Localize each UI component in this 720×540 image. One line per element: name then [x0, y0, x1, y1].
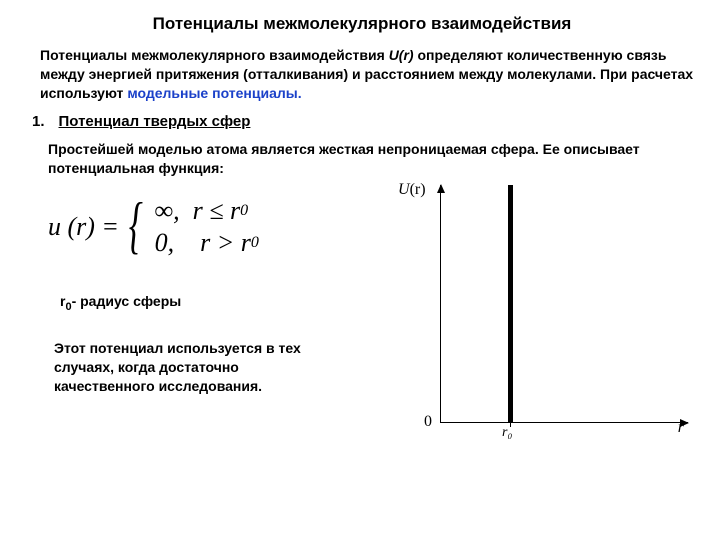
section-heading: 1. Потенциал твердых сфер — [32, 113, 700, 130]
origin-label: 0 — [424, 413, 432, 431]
intro-text-1: Потенциалы межмолекулярного взаимодейств… — [40, 47, 389, 63]
formula-lhs: u (r) = — [48, 212, 119, 242]
potential-wall — [508, 185, 513, 423]
brace-icon: { — [129, 198, 143, 252]
intro-link-text: модельные потенциалы. — [127, 85, 301, 101]
r0-label: r₀ — [502, 425, 512, 441]
usage-note: Этот потенциал используется в тех случая… — [54, 339, 314, 396]
y-axis — [440, 185, 441, 423]
x-axis — [440, 422, 688, 423]
formula-case-1: ∞, r ≤ r0 — [155, 195, 259, 227]
page-title: Потенциалы межмолекулярного взаимодейств… — [24, 14, 700, 34]
hard-sphere-chart: U(r) 0 r₀ r — [388, 185, 688, 445]
section-number: 1. — [32, 113, 45, 130]
formula: u (r) = { ∞, r ≤ r0 0, r > r0 — [48, 195, 378, 259]
y-axis-arrow-icon — [437, 184, 445, 193]
radius-note: r0- радиус сферы — [60, 293, 378, 313]
formula-case-2: 0, r > r0 — [155, 227, 259, 259]
formula-column: u (r) = { ∞, r ≤ r0 0, r > r0 r0- радиус… — [48, 185, 378, 395]
chart-column: U(r) 0 r₀ r — [388, 185, 700, 445]
radius-text: - радиус сферы — [72, 293, 182, 309]
section-title: Потенциал твердых сфер — [59, 113, 251, 130]
y-axis-label: U(r) — [398, 181, 426, 199]
model-description: Простейшей моделью атома является жестка… — [48, 140, 700, 178]
intro-function: U(r) — [389, 47, 414, 63]
r-axis-label: r — [678, 419, 684, 437]
intro-paragraph: Потенциалы межмолекулярного взаимодейств… — [24, 46, 700, 103]
